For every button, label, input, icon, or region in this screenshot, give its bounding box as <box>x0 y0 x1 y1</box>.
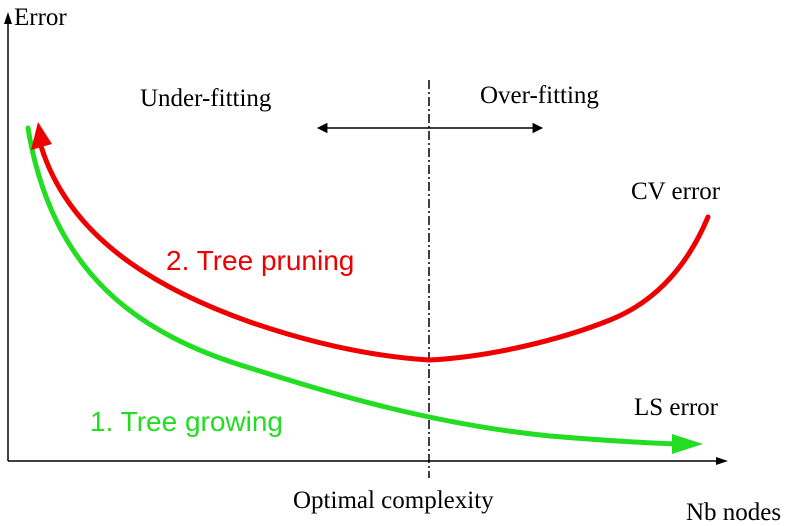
ls-error-label: LS error <box>634 394 719 421</box>
cv-error-arrowhead <box>31 122 52 150</box>
under-fitting-label: Under-fitting <box>140 85 272 112</box>
optimal-complexity-label: Optimal complexity <box>293 487 494 514</box>
ls-error-curve <box>25 125 679 447</box>
x-axis-arrowhead <box>716 457 728 465</box>
cv-error-curve <box>38 143 711 363</box>
over-fitting-label: Over-fitting <box>480 82 599 109</box>
ls-error-arrowhead <box>672 434 703 454</box>
y-axis-label: Error <box>14 4 67 31</box>
cv-error-label: CV error <box>631 178 721 205</box>
tree-growing-label: 1. Tree growing <box>90 406 283 437</box>
x-axis-label: Nb nodes <box>686 499 781 526</box>
y-axis-arrowhead <box>4 12 12 24</box>
tree-pruning-label: 2. Tree pruning <box>166 245 354 276</box>
